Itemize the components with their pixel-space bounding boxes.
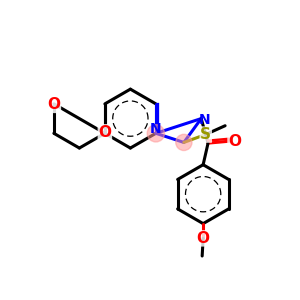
Text: N: N <box>198 112 210 127</box>
Text: N: N <box>150 122 162 136</box>
Circle shape <box>147 125 164 142</box>
Circle shape <box>176 134 192 151</box>
Text: O: O <box>47 98 60 112</box>
Text: S: S <box>200 127 211 142</box>
Text: O: O <box>98 125 111 140</box>
Text: O: O <box>228 134 241 149</box>
Text: O: O <box>196 231 210 246</box>
